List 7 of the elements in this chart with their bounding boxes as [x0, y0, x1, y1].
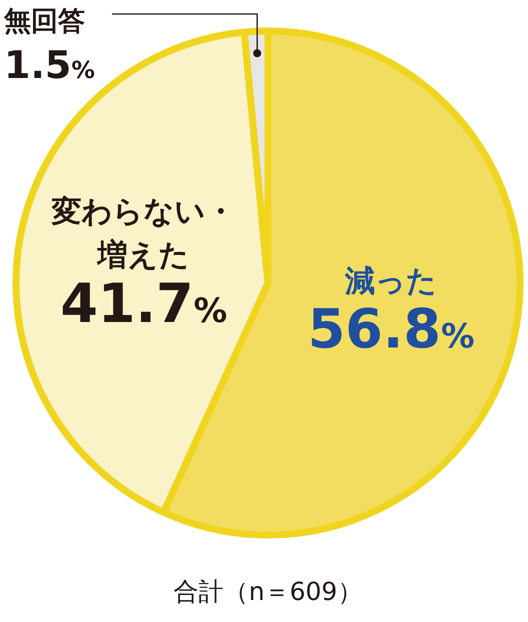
- data-label: 1.5%: [4, 43, 95, 87]
- slice-label: 無回答: [3, 6, 85, 37]
- slice-label: 減った: [344, 264, 438, 299]
- data-label: 56.8%: [308, 298, 475, 361]
- data-label: 41.7%: [60, 272, 228, 335]
- text: 合計（n＝609）: [174, 577, 362, 606]
- slice-label: 変わらない・増えた: [50, 194, 236, 274]
